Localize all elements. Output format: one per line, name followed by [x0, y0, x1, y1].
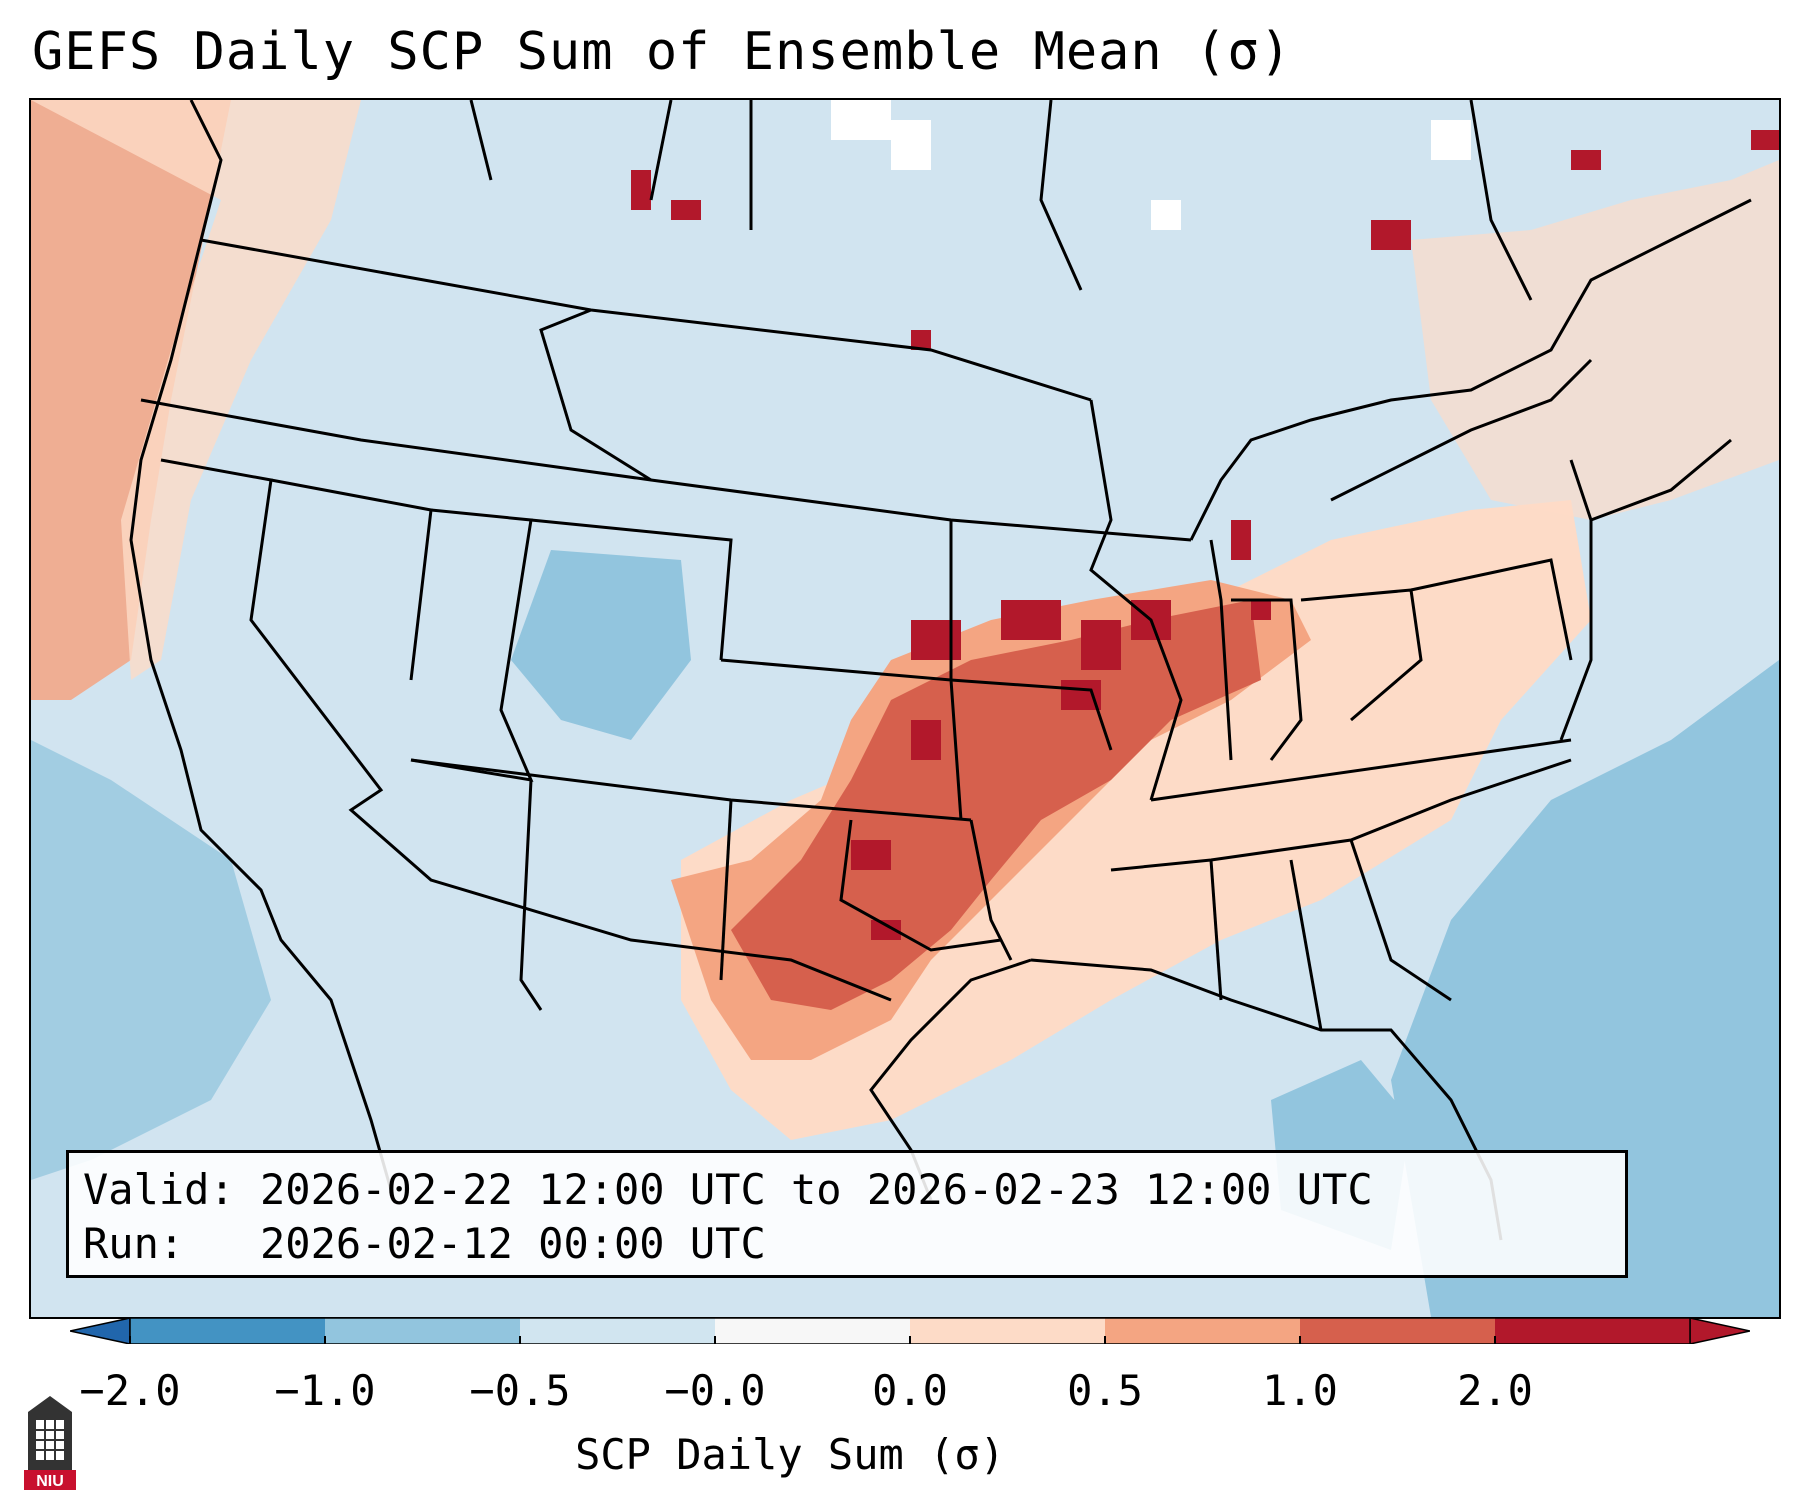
colorbar-segment [520, 1318, 715, 1344]
colorbar-tick-label: 1.0 [1262, 1366, 1338, 1415]
valid-label: Valid: [83, 1165, 235, 1214]
field-regions [31, 100, 1779, 1317]
colorbar-segment [1105, 1318, 1300, 1344]
colorbar-tick-label: −0.0 [664, 1366, 766, 1415]
dark-red-cells [631, 130, 1779, 940]
central-red-region [731, 600, 1261, 1010]
colorbar-segment [130, 1318, 325, 1344]
colorbar-extend-high [1689, 1318, 1750, 1344]
valid-run-info-box: Valid: 2026-02-22 12:00 UTC to 2026-02-2… [66, 1150, 1628, 1278]
pacific-light-red-band [31, 100, 361, 680]
colorbar-tick-label: 0.0 [872, 1366, 948, 1415]
colorbar-tick-label: 0.5 [1067, 1366, 1143, 1415]
run-row: Run: 2026-02-12 00:00 UTC [83, 1217, 1611, 1271]
valid-value: 2026-02-22 12:00 UTC to 2026-02-23 12:00… [260, 1165, 1373, 1214]
chart-title: GEFS Daily SCP Sum of Ensemble Mean (σ) [32, 22, 1292, 82]
boundary-lines [129, 100, 1752, 1241]
colorbar-segment [715, 1318, 910, 1344]
colorbar-segment [325, 1318, 520, 1344]
colorbar-border [129, 1318, 1691, 1344]
colorbar-tick-label: −2.0 [79, 1366, 181, 1415]
colorbar-segment [1300, 1318, 1495, 1344]
white-patches [831, 100, 1471, 230]
colorbar-segment [910, 1318, 1105, 1344]
map-panel [29, 98, 1781, 1319]
southwest-blue-patch [511, 550, 691, 740]
run-label: Run: [83, 1219, 185, 1268]
colorbar-tick-label: 2.0 [1457, 1366, 1533, 1415]
colorbar-tick-label: −1.0 [274, 1366, 376, 1415]
colorbar [70, 1318, 1750, 1344]
niu-logo-text: NIU [36, 1473, 64, 1490]
northeast-light-red-region [1411, 160, 1779, 520]
colorbar-segment [1495, 1318, 1690, 1344]
valid-row: Valid: 2026-02-22 12:00 UTC to 2026-02-2… [83, 1163, 1611, 1217]
niu-logo: NIU [24, 1396, 76, 1490]
map-svg [31, 100, 1779, 1317]
pacific-red-band [31, 100, 231, 700]
colorbar-extend-low [70, 1318, 131, 1344]
colorbar-tick-label: −0.5 [469, 1366, 571, 1415]
run-value: 2026-02-12 00:00 UTC [260, 1219, 766, 1268]
pacific-blue-patch [31, 740, 271, 1180]
colorbar-label: SCP Daily Sum (σ) [575, 1430, 1005, 1479]
